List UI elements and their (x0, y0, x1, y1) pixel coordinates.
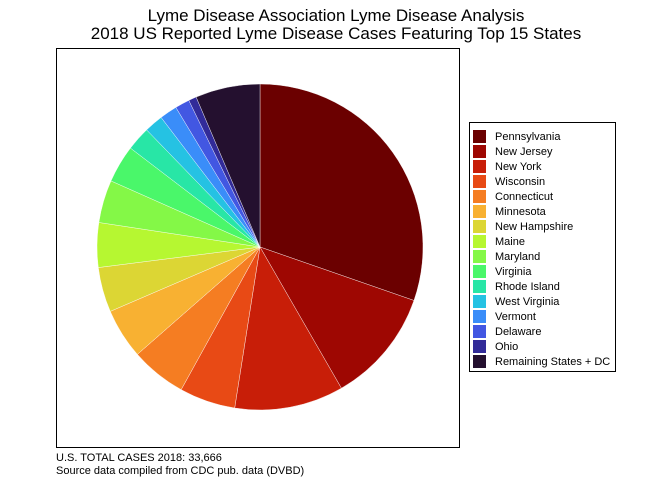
pie-slice-new-york (234, 246, 342, 411)
legend-item: Pennsylvania (473, 129, 615, 144)
legend-swatch (473, 310, 486, 323)
plot-frame (56, 48, 460, 448)
legend-label: Pennsylvania (495, 130, 561, 143)
legend-label: New Jersey (495, 145, 553, 158)
legend-item: New Jersey (473, 144, 615, 159)
legend-label: West Virginia (495, 295, 560, 308)
pie-chart (96, 83, 424, 411)
legend-item: New York (473, 159, 615, 174)
legend-item: West Virginia (473, 294, 615, 309)
legend-item: Delaware (473, 324, 615, 339)
legend-item: New Hampshire (473, 219, 615, 234)
legend-label: Minnesota (495, 205, 546, 218)
legend-swatch (473, 325, 486, 338)
legend-item: Vermont (473, 309, 615, 324)
legend-label: Connecticut (495, 190, 554, 203)
legend-swatch (473, 235, 486, 248)
legend-label: Wisconsin (495, 175, 546, 188)
legend-swatch (473, 250, 486, 263)
legend-swatch (473, 190, 486, 203)
pie-slice-pennsylvania (259, 83, 424, 301)
legend-swatch (473, 355, 486, 368)
pie-slice-new-jersey (259, 246, 415, 389)
legend-item: Wisconsin (473, 174, 615, 189)
legend-swatch (473, 295, 486, 308)
legend-label: Maine (495, 235, 525, 248)
legend-item: Ohio (473, 339, 615, 354)
legend-label: New York (495, 160, 542, 173)
chart-title: Lyme Disease Association Lyme Disease An… (147, 6, 525, 25)
legend-swatch (473, 220, 486, 233)
legend: Pennsylvania New Jersey New York Wisconsin C… (469, 122, 616, 372)
legend-label: Remaining States + DC (495, 355, 611, 368)
legend-label: New Hampshire (495, 220, 574, 233)
legend-swatch (473, 145, 486, 158)
legend-swatch (473, 130, 486, 143)
legend-item: Maine (473, 234, 615, 249)
legend-item: Rhode Island (473, 279, 615, 294)
legend-item: Virginia (473, 264, 615, 279)
legend-label: Maryland (495, 250, 541, 263)
legend-swatch (473, 265, 486, 278)
legend-label: Vermont (495, 310, 536, 323)
legend-label: Virginia (495, 265, 532, 278)
source-note: Source data compiled from CDC pub. data … (56, 465, 305, 477)
pie-slice-remaining-states-dc (195, 83, 261, 248)
legend-item: Maryland (473, 249, 615, 264)
legend-label: Rhode Island (495, 280, 560, 293)
legend-item: Remaining States + DC (473, 354, 615, 369)
legend-label: Ohio (495, 340, 519, 353)
legend-label: Delaware (495, 325, 542, 338)
legend-swatch (473, 340, 486, 353)
legend-swatch (473, 205, 486, 218)
legend-swatch (473, 175, 486, 188)
legend-item: Connecticut (473, 189, 615, 204)
total-cases-note: U.S. TOTAL CASES 2018: 33,666 (56, 452, 222, 464)
legend-swatch (473, 160, 486, 173)
legend-item: Minnesota (473, 204, 615, 219)
chart-subtitle: 2018 US Reported Lyme Disease Cases Feat… (90, 24, 582, 43)
legend-swatch (473, 280, 486, 293)
